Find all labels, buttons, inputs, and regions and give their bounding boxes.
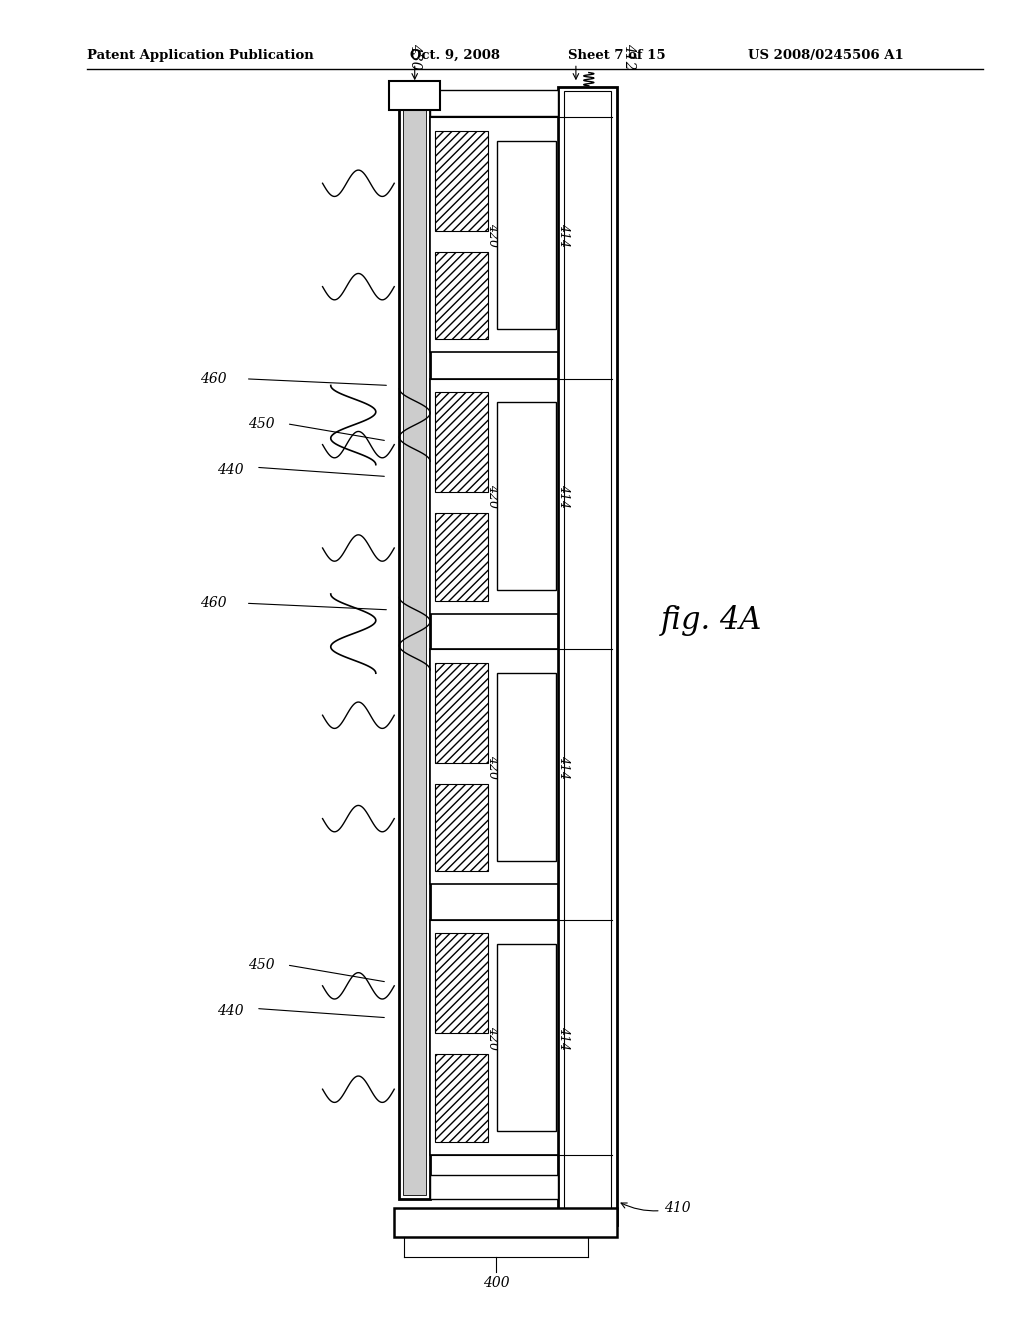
Bar [435,784,488,871]
Text: 420: 420 [486,484,499,508]
Bar [435,1055,488,1142]
Bar [435,933,488,1034]
Text: 450: 450 [248,417,274,430]
Text: 414: 414 [557,484,569,508]
Bar [430,117,558,352]
Text: Oct. 9, 2008: Oct. 9, 2008 [410,49,500,62]
Text: fig. 4A: fig. 4A [662,605,762,636]
Text: 414: 414 [557,1026,569,1049]
Text: 414: 414 [557,223,569,247]
Bar [430,90,558,116]
Bar [497,403,556,590]
Bar [497,141,556,329]
Bar [435,131,488,231]
Bar [435,513,488,601]
Bar [430,1175,558,1199]
Bar [403,94,426,1195]
Bar [394,1208,617,1237]
Bar [497,944,556,1131]
Bar [564,91,611,1221]
Bar [389,81,440,110]
Text: US 2008/0245506 A1: US 2008/0245506 A1 [748,49,903,62]
Text: 440: 440 [217,463,244,477]
Text: 450: 450 [248,958,274,972]
Text: 420: 420 [486,1026,499,1049]
Bar [435,252,488,339]
Text: Patent Application Publication: Patent Application Publication [87,49,313,62]
Text: 430: 430 [408,44,422,70]
Text: 420: 420 [486,755,499,779]
Text: 400: 400 [482,1276,510,1290]
Bar [435,392,488,492]
Bar [399,90,430,1199]
Bar [435,663,488,763]
Bar [497,673,556,861]
Text: 460: 460 [200,597,226,610]
Text: 420: 420 [486,223,499,247]
Text: 414: 414 [557,755,569,779]
Bar [430,920,558,1155]
Text: Sheet 7 of 15: Sheet 7 of 15 [568,49,666,62]
Text: 410: 410 [622,1201,690,1214]
Text: 440: 440 [217,1005,244,1018]
Text: 460: 460 [200,372,226,385]
Bar [430,649,558,884]
Bar [430,379,558,614]
Text: 412: 412 [622,44,636,70]
Bar [558,87,617,1225]
